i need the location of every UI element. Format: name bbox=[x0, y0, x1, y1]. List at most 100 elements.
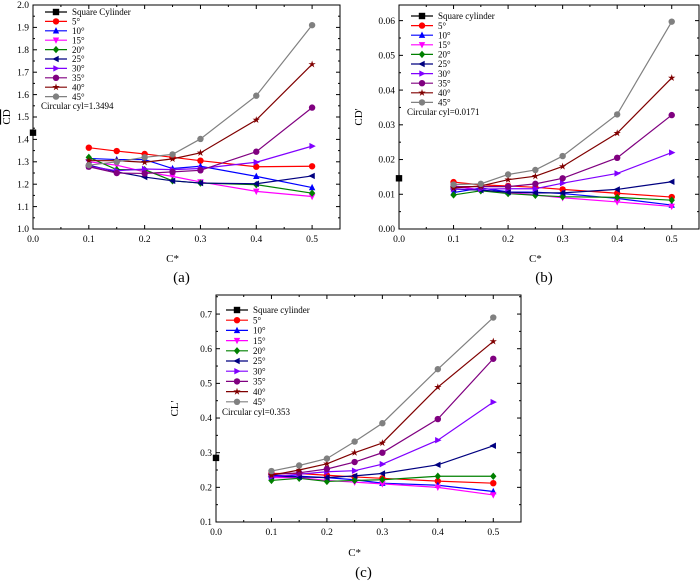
x-tick-label: 0.5 bbox=[306, 235, 318, 245]
annotation: Circular cyl=0.0171 bbox=[407, 107, 480, 117]
data-point bbox=[378, 439, 387, 447]
annotation: Circular cyl=0.353 bbox=[222, 407, 291, 417]
data-point bbox=[379, 476, 386, 484]
data-point bbox=[490, 479, 497, 487]
data-point bbox=[532, 180, 539, 188]
data-point bbox=[489, 337, 497, 345]
x-tick-label: 0.0 bbox=[210, 528, 222, 538]
x-tick-label: 0.1 bbox=[266, 528, 278, 538]
data-point bbox=[295, 462, 303, 469]
data-point bbox=[434, 383, 442, 391]
data-point bbox=[308, 189, 316, 197]
y-tick-label: 0.01 bbox=[378, 190, 395, 200]
legend-entry: Square cylinder bbox=[411, 11, 495, 21]
y-tick-label: 1.3 bbox=[17, 158, 29, 168]
x-tick-label: 0.4 bbox=[432, 528, 444, 538]
data-point bbox=[613, 186, 620, 193]
legend-entry: 40° bbox=[45, 82, 85, 92]
data-point bbox=[668, 203, 675, 211]
legend-entry: 40° bbox=[226, 387, 266, 397]
data-point bbox=[253, 163, 260, 170]
data-point bbox=[85, 144, 93, 151]
legend-marker bbox=[418, 42, 426, 49]
data-point bbox=[504, 171, 512, 178]
legend-entry: 5° bbox=[226, 315, 262, 325]
legend-marker bbox=[52, 74, 60, 82]
series-45deg bbox=[268, 314, 497, 475]
legend-label: 30° bbox=[72, 64, 85, 74]
legend-marker bbox=[418, 80, 426, 87]
legend-label: 20° bbox=[438, 50, 451, 60]
panel-caption: (b) bbox=[535, 270, 553, 286]
legend-entry: 35° bbox=[226, 377, 266, 387]
data-point bbox=[196, 179, 204, 187]
plot-frame bbox=[215, 294, 522, 523]
x-tick-label: 0.2 bbox=[321, 528, 333, 538]
legend-marker bbox=[52, 93, 60, 100]
legend-marker bbox=[233, 357, 240, 365]
data-point bbox=[351, 476, 358, 485]
chart-panel-a: 0.0 0.1 0.2 0.3 0.4 0.5 1.0 1.1 1.2 1.3 1.4 1.5 1.6 1… bbox=[1, 1, 341, 286]
data-point bbox=[267, 471, 276, 479]
legend-marker bbox=[233, 337, 241, 345]
data-point bbox=[559, 175, 566, 182]
data-point bbox=[253, 159, 260, 166]
legend-entry: 40° bbox=[411, 88, 451, 98]
legend-marker bbox=[52, 45, 60, 54]
y-tick-label: 0.5 bbox=[200, 380, 212, 390]
legend-label: Square Cylinder bbox=[72, 7, 131, 17]
data-point bbox=[140, 158, 149, 166]
data-point bbox=[323, 459, 331, 467]
data-point bbox=[85, 156, 93, 164]
data-point bbox=[350, 448, 359, 456]
x-tick-label: 0.5 bbox=[666, 235, 678, 245]
legend-label: 40° bbox=[253, 387, 266, 397]
data-point bbox=[197, 157, 204, 164]
legend-label: 10° bbox=[438, 30, 451, 40]
panel-caption: (a) bbox=[173, 270, 190, 286]
legend-entry: 45° bbox=[226, 397, 266, 407]
data-point bbox=[169, 168, 176, 176]
legend-marker bbox=[233, 326, 241, 334]
data-point bbox=[196, 149, 205, 156]
data-point bbox=[253, 188, 260, 196]
legend-marker bbox=[418, 12, 426, 20]
data-point bbox=[113, 169, 120, 177]
data-point bbox=[295, 466, 303, 474]
series-30deg bbox=[268, 398, 497, 481]
series-line bbox=[88, 63, 313, 163]
legend-label: 10° bbox=[72, 26, 85, 36]
legend-marker bbox=[52, 83, 60, 91]
data-point bbox=[668, 178, 675, 185]
series-40deg bbox=[267, 337, 497, 479]
legend: Square Cylinder5°10°15°20°25°30°35°40°45… bbox=[45, 7, 131, 102]
legend-marker bbox=[233, 306, 241, 314]
annotation: Circular cyl=1.3494 bbox=[41, 101, 114, 111]
data-point bbox=[490, 472, 497, 480]
data-point bbox=[490, 398, 497, 406]
legend-marker bbox=[52, 55, 59, 63]
data-point bbox=[113, 158, 120, 165]
y-tick-label: 1.1 bbox=[17, 203, 29, 213]
square-cylinder-point bbox=[395, 175, 403, 182]
legend-entry: 20° bbox=[226, 346, 266, 356]
data-point bbox=[504, 183, 512, 190]
data-point bbox=[434, 472, 442, 480]
legend-marker bbox=[418, 99, 426, 106]
legend-entry: 10° bbox=[45, 26, 85, 36]
legend-marker bbox=[52, 18, 60, 25]
data-point bbox=[669, 149, 676, 156]
data-point bbox=[477, 180, 485, 188]
data-point bbox=[434, 461, 441, 469]
y-tick-label: 0.03 bbox=[378, 121, 395, 131]
y-tick-label: 1.8 bbox=[17, 46, 29, 56]
data-point bbox=[613, 111, 621, 118]
y-tick-label: 1.0 bbox=[17, 225, 29, 235]
legend-marker bbox=[233, 347, 241, 355]
data-point bbox=[252, 116, 260, 124]
data-point bbox=[559, 152, 566, 160]
legend-entry: 35° bbox=[45, 73, 85, 83]
x-tick-label: 0.3 bbox=[557, 235, 569, 245]
legend-label: 45° bbox=[72, 92, 85, 102]
data-point bbox=[308, 183, 316, 191]
